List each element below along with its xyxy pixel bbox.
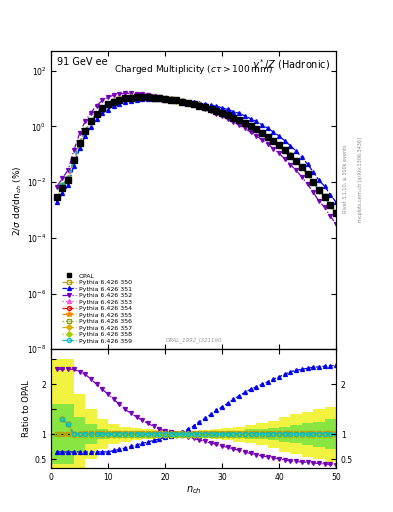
Bar: [119, 427, 131, 442]
Text: Charged Multiplicity ($c\tau > 100\,$mm): Charged Multiplicity ($c\tau > 100\,$mm): [114, 63, 273, 76]
Bar: [245, 425, 256, 443]
Bar: [74, 394, 85, 475]
Bar: [188, 431, 199, 438]
Bar: [233, 427, 245, 442]
Bar: [131, 429, 142, 440]
Bar: [142, 431, 154, 438]
Bar: [62, 404, 74, 464]
Bar: [108, 424, 119, 444]
Bar: [51, 404, 62, 464]
Bar: [142, 430, 154, 439]
Bar: [279, 417, 290, 452]
Bar: [199, 431, 211, 438]
Bar: [222, 431, 233, 438]
X-axis label: $n_{ch}$: $n_{ch}$: [185, 484, 202, 496]
Bar: [85, 424, 97, 444]
Bar: [268, 421, 279, 448]
Text: Rivet 3.1.10, ≥ 300k events: Rivet 3.1.10, ≥ 300k events: [343, 145, 348, 214]
Bar: [279, 427, 290, 442]
Bar: [51, 359, 62, 509]
Bar: [154, 431, 165, 438]
Bar: [302, 423, 313, 445]
Bar: [313, 422, 325, 447]
Text: $\gamma^*/Z$ (Hadronic): $\gamma^*/Z$ (Hadronic): [252, 57, 330, 73]
Bar: [290, 414, 302, 455]
Bar: [268, 429, 279, 440]
Bar: [74, 417, 85, 452]
Bar: [165, 431, 176, 438]
Bar: [199, 431, 211, 438]
Bar: [325, 419, 336, 450]
Bar: [62, 359, 74, 509]
Bar: [165, 431, 176, 438]
Bar: [85, 410, 97, 459]
Bar: [176, 431, 188, 438]
Legend: OPAL, Pythia 6.426 350, Pythia 6.426 351, Pythia 6.426 352, Pythia 6.426 353, Py: OPAL, Pythia 6.426 350, Pythia 6.426 351…: [60, 271, 134, 346]
Bar: [211, 430, 222, 439]
Bar: [256, 423, 268, 445]
Bar: [97, 419, 108, 450]
Bar: [188, 431, 199, 438]
Bar: [108, 431, 119, 438]
Y-axis label: 2/$\sigma$ d$\sigma$/dn$_{ch}$ (%): 2/$\sigma$ d$\sigma$/dn$_{ch}$ (%): [11, 165, 24, 236]
Y-axis label: Ratio to OPAL: Ratio to OPAL: [22, 380, 31, 437]
Text: mcplots.cern.ch [arXiv:1306.3436]: mcplots.cern.ch [arXiv:1306.3436]: [358, 137, 363, 222]
Bar: [245, 430, 256, 439]
Text: 91 GeV ee: 91 GeV ee: [57, 57, 107, 67]
Bar: [154, 431, 165, 438]
Bar: [176, 431, 188, 438]
Bar: [131, 431, 142, 438]
Bar: [302, 412, 313, 457]
Bar: [97, 430, 108, 439]
Bar: [119, 431, 131, 438]
Bar: [222, 429, 233, 440]
Bar: [256, 430, 268, 439]
Text: OPAL_1992_I321190: OPAL_1992_I321190: [165, 337, 222, 344]
Bar: [325, 407, 336, 462]
Bar: [233, 431, 245, 438]
Bar: [211, 431, 222, 438]
Bar: [313, 410, 325, 459]
Bar: [290, 425, 302, 443]
